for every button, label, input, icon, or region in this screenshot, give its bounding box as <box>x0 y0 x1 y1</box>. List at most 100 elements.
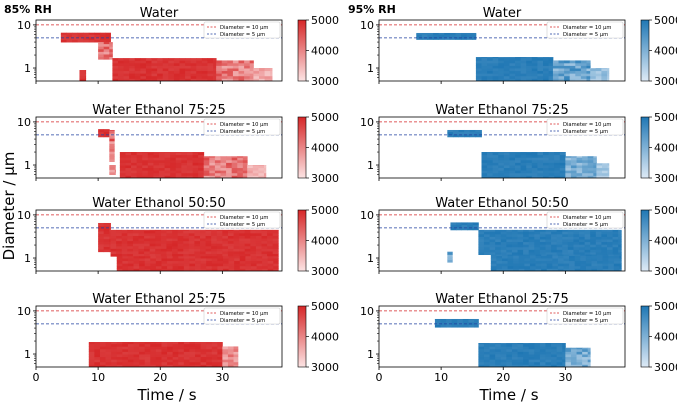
heatmap-cell <box>492 78 499 81</box>
heatmap-cell <box>149 248 156 252</box>
heatmap-cell <box>217 364 223 367</box>
heatmap-cell <box>112 62 119 66</box>
heatmap-cell <box>77 34 84 38</box>
heatmap-cell <box>506 252 513 256</box>
heatmap-cell <box>261 238 268 242</box>
heatmap-cell <box>127 348 134 352</box>
heatmap-cell <box>466 36 473 40</box>
heatmap-cell <box>239 253 246 257</box>
heatmap-cell <box>556 233 563 237</box>
heatmap-cell <box>72 34 79 38</box>
heatmap-cell <box>562 231 569 235</box>
heatmap-cell <box>213 62 217 66</box>
heatmap-cell <box>535 268 542 271</box>
heatmap-cell <box>498 172 505 176</box>
heatmap-cell <box>179 60 186 64</box>
heatmap-cell <box>244 238 251 242</box>
heatmap-cell <box>233 245 240 249</box>
heatmap-cell <box>155 359 162 363</box>
heatmap-cell <box>573 239 580 243</box>
heatmap-cell <box>200 245 206 249</box>
colorbar <box>297 209 307 272</box>
heatmap-cell <box>213 73 217 77</box>
heatmap-cell <box>227 253 234 257</box>
heatmap-cell <box>105 354 112 358</box>
heatmap-cell <box>139 342 146 345</box>
heatmap-cell <box>133 351 140 355</box>
heatmap-cell <box>576 162 583 166</box>
heatmap-cell <box>161 258 168 262</box>
heatmap-cell <box>584 241 591 245</box>
heatmap-cell <box>573 252 580 256</box>
heatmap-cell <box>227 62 234 66</box>
heatmap-cell <box>468 324 475 328</box>
heatmap-cell <box>509 162 516 166</box>
heatmap-cell <box>511 348 518 352</box>
heatmap-cell <box>567 239 574 243</box>
heatmap-cell <box>94 356 101 360</box>
heatmap-cell <box>597 263 604 267</box>
y-tick-label: 1 <box>24 159 31 172</box>
heatmap-cell <box>127 253 134 257</box>
heatmap-cell <box>98 238 105 242</box>
colorbar <box>297 305 307 368</box>
heatmap-cell <box>66 34 73 38</box>
heatmap-cell <box>237 167 244 171</box>
heatmap-cell <box>573 229 580 232</box>
heatmap-cell <box>109 236 111 240</box>
heatmap-cell <box>227 68 234 72</box>
heatmap-cell <box>509 68 516 72</box>
heatmap-cell <box>196 62 203 66</box>
heatmap-cell <box>172 346 179 350</box>
heatmap-cell <box>222 245 229 249</box>
heatmap-cell <box>570 356 577 360</box>
heatmap-cell <box>489 343 496 345</box>
heatmap-cell <box>110 245 117 249</box>
heatmap-cell <box>487 65 494 69</box>
heatmap-cell <box>570 175 577 178</box>
heatmap-cell <box>203 159 210 163</box>
heatmap-cell <box>201 58 208 61</box>
heatmap-cell <box>507 265 514 269</box>
heatmap-cell <box>509 165 516 169</box>
y-tick-label: 10 <box>17 116 31 129</box>
heatmap-cell <box>195 263 202 267</box>
heatmap-cell <box>159 152 165 156</box>
heatmap-cell <box>558 73 565 77</box>
heatmap-cell <box>551 359 558 363</box>
heatmap-cell <box>534 354 541 358</box>
heatmap-cell <box>489 343 496 347</box>
heatmap-cell <box>585 265 592 269</box>
heatmap-cell <box>227 240 234 244</box>
heatmap-cell <box>483 233 490 237</box>
heatmap-cell <box>451 318 458 320</box>
heatmap-cell <box>517 241 524 245</box>
heatmap-cell <box>483 348 490 352</box>
heatmap-cell <box>155 258 162 262</box>
heatmap-cell <box>524 263 531 267</box>
heatmap-cell <box>98 56 105 60</box>
heatmap-cell <box>576 156 583 158</box>
heatmap-cell <box>140 70 147 74</box>
heatmap-cell <box>170 157 177 161</box>
heatmap-cell <box>211 359 218 363</box>
heatmap-cell <box>233 235 240 239</box>
heatmap-cell <box>145 78 152 81</box>
heatmap-cell <box>183 230 190 234</box>
heatmap-cell <box>155 351 162 355</box>
heatmap-cell <box>232 60 239 64</box>
heatmap-cell <box>557 265 564 269</box>
heatmap-cell <box>203 162 210 166</box>
heatmap-cell <box>573 231 580 235</box>
heatmap-cell <box>507 268 514 271</box>
heatmap-cell <box>213 78 217 81</box>
heatmap-cell <box>190 62 197 66</box>
heatmap-cell <box>119 157 126 161</box>
heatmap-cell <box>534 231 541 235</box>
heatmap-cell <box>131 157 138 161</box>
heatmap-cell <box>492 75 499 79</box>
heatmap-cell <box>237 170 244 174</box>
heatmap-cell <box>160 248 167 252</box>
heatmap-cell <box>582 356 589 360</box>
heatmap-cell <box>109 54 113 58</box>
